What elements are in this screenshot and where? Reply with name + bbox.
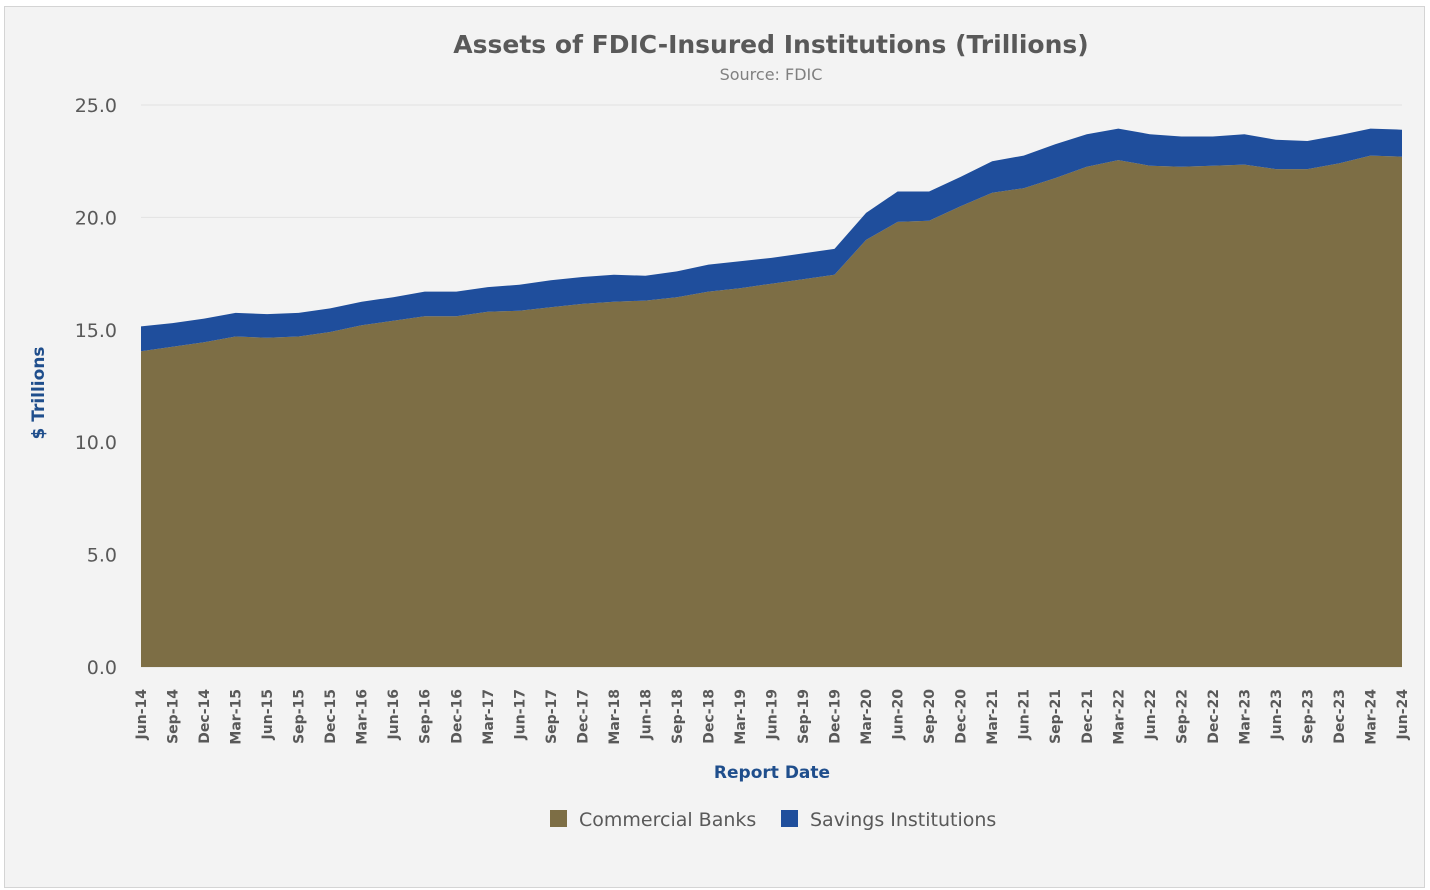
x-tick-label: Jun-14 <box>134 689 150 741</box>
y-axis-label: $ Trillions <box>29 346 49 439</box>
x-tick-label: Sep-20 <box>922 689 938 744</box>
y-tick-label: 0.0 <box>87 657 117 679</box>
x-tick-label: Sep-22 <box>1174 689 1190 744</box>
x-tick-label: Mar-22 <box>1111 689 1127 745</box>
x-tick-label: Dec-23 <box>1332 689 1348 744</box>
y-axis-ticks: 0.0 5.0 10.0 15.0 20.0 25.0 <box>75 95 117 679</box>
x-tick-label: Jun-23 <box>1269 689 1285 740</box>
area-series-commercial-banks <box>141 155 1402 667</box>
x-tick-label: Mar-16 <box>355 689 371 745</box>
x-tick-label: Mar-15 <box>229 689 245 745</box>
x-tick-label: Jun-24 <box>1395 689 1411 741</box>
y-tick-label: 15.0 <box>75 320 117 342</box>
y-tick-label: 10.0 <box>75 432 117 454</box>
x-tick-label: Jun-21 <box>1017 689 1033 740</box>
x-tick-label: Sep-18 <box>670 689 686 744</box>
legend-label: Savings Institutions <box>810 809 996 831</box>
x-tick-label: Dec-19 <box>828 689 844 744</box>
area-layer <box>141 128 1402 667</box>
x-tick-label: Dec-17 <box>575 689 591 744</box>
chart-subtitle: Source: FDIC <box>720 65 823 84</box>
legend-label: Commercial Banks <box>579 809 756 831</box>
legend-swatch <box>781 810 798 827</box>
x-tick-label: Mar-17 <box>481 689 497 745</box>
y-tick-label: 5.0 <box>87 545 117 567</box>
legend-swatch <box>550 810 567 827</box>
x-tick-label: Jun-20 <box>891 689 907 741</box>
x-tick-label: Dec-16 <box>449 689 465 744</box>
x-tick-label: Mar-18 <box>607 689 623 745</box>
x-tick-label: Sep-23 <box>1300 689 1316 744</box>
x-axis-label: Report Date <box>714 763 830 783</box>
x-tick-label: Dec-15 <box>323 689 339 744</box>
x-tick-label: Sep-14 <box>166 689 182 744</box>
chart-frame: Assets of FDIC-Insured Institutions (Tri… <box>4 6 1425 888</box>
x-tick-label: Jun-15 <box>260 689 276 740</box>
y-tick-label: 20.0 <box>75 207 117 229</box>
x-tick-label: Mar-19 <box>733 689 749 745</box>
x-tick-label: Mar-20 <box>859 689 875 745</box>
x-tick-label: Jun-16 <box>386 689 402 740</box>
legend: Commercial Banks Savings Institutions <box>550 809 996 831</box>
x-axis-ticks: Jun-14 Sep-14 Dec-14 Mar-15 Jun-15 Sep-15 Dec-… <box>134 689 1411 745</box>
x-tick-label: Sep-16 <box>418 689 434 744</box>
x-tick-label: Dec-21 <box>1080 689 1096 744</box>
x-tick-label: Jun-19 <box>765 689 781 740</box>
chart-title: Assets of FDIC-Insured Institutions (Tri… <box>453 30 1088 59</box>
x-tick-label: Mar-24 <box>1364 689 1380 745</box>
x-tick-label: Mar-23 <box>1237 689 1253 745</box>
x-tick-label: Jun-22 <box>1143 689 1159 740</box>
area-series-savings-institutions <box>141 128 1402 352</box>
x-tick-label: Dec-14 <box>197 689 213 744</box>
x-tick-label: Dec-18 <box>702 689 718 744</box>
x-tick-label: Jun-17 <box>512 689 528 740</box>
chart-svg: Assets of FDIC-Insured Institutions (Tri… <box>29 30 1411 831</box>
y-tick-label: 25.0 <box>75 95 117 117</box>
x-tick-label: Dec-20 <box>954 689 970 744</box>
x-tick-label: Sep-17 <box>544 689 560 744</box>
x-tick-label: Jun-18 <box>638 689 654 740</box>
x-tick-label: Sep-19 <box>796 689 812 744</box>
x-tick-label: Mar-21 <box>985 689 1001 745</box>
x-tick-label: Dec-22 <box>1206 689 1222 744</box>
x-tick-label: Sep-15 <box>292 689 308 744</box>
x-tick-label: Sep-21 <box>1048 689 1064 744</box>
